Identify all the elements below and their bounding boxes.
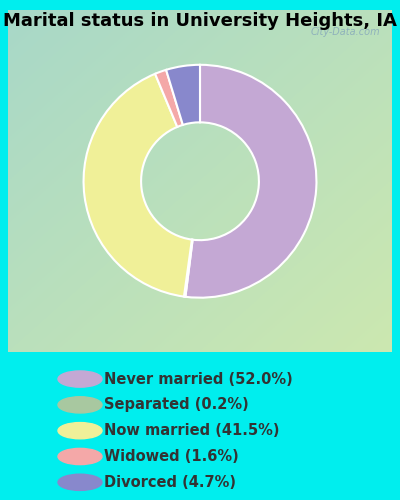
Wedge shape xyxy=(84,74,192,296)
Text: Now married (41.5%): Now married (41.5%) xyxy=(104,423,280,438)
Wedge shape xyxy=(155,70,183,127)
Wedge shape xyxy=(166,65,200,125)
Circle shape xyxy=(58,397,102,413)
Text: Divorced (4.7%): Divorced (4.7%) xyxy=(104,475,236,490)
Circle shape xyxy=(58,448,102,464)
Text: Separated (0.2%): Separated (0.2%) xyxy=(104,398,249,412)
Circle shape xyxy=(58,371,102,387)
Wedge shape xyxy=(186,65,316,298)
Text: Never married (52.0%): Never married (52.0%) xyxy=(104,372,293,386)
Circle shape xyxy=(58,422,102,439)
Wedge shape xyxy=(184,240,193,297)
Text: City-Data.com: City-Data.com xyxy=(311,27,380,37)
Text: Widowed (1.6%): Widowed (1.6%) xyxy=(104,449,239,464)
Text: Marital status in University Heights, IA: Marital status in University Heights, IA xyxy=(3,12,397,30)
Circle shape xyxy=(58,474,102,490)
